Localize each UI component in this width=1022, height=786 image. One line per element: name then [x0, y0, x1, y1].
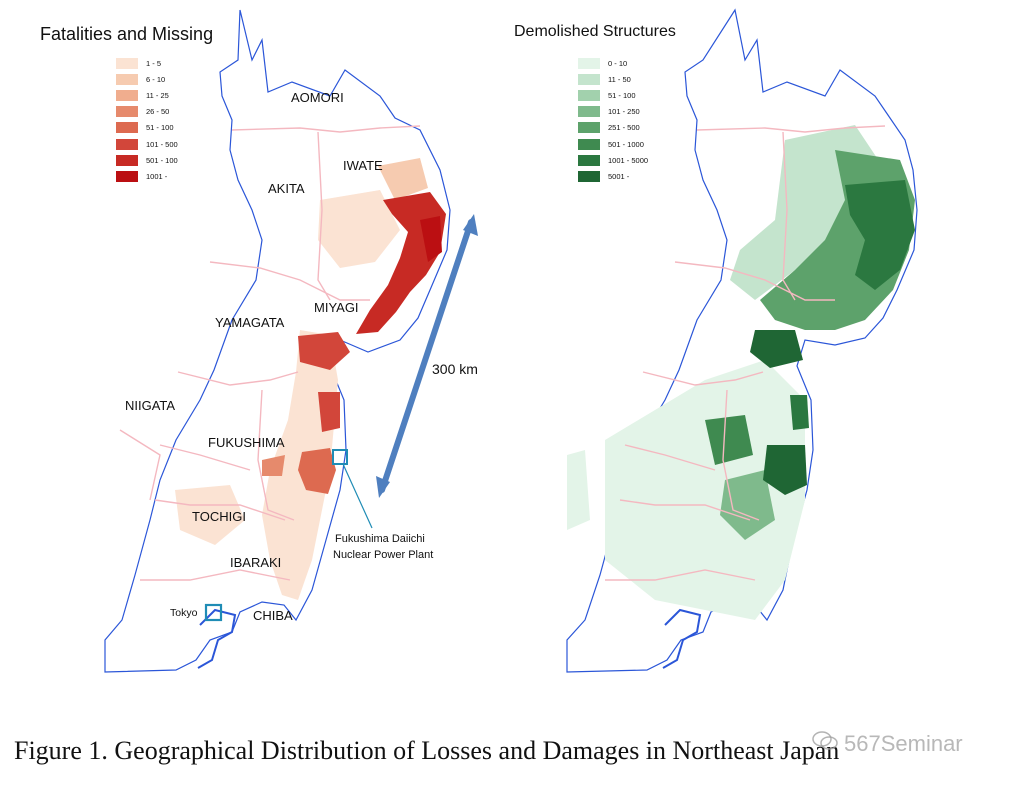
legend-label: 501 - 100 — [146, 155, 178, 165]
legend-swatch — [116, 57, 138, 69]
prefecture-label: NIIGATA — [125, 398, 175, 413]
legend-row: 1 - 5 — [116, 55, 178, 71]
high-damage-zone — [750, 330, 803, 368]
legend-row: 51 - 100 — [116, 120, 178, 136]
demolished-map-canvas — [566, 8, 918, 673]
fatalities-map-title: Fatalities and Missing — [40, 24, 214, 44]
watermark-text: 567Seminar — [844, 731, 963, 756]
watermark: 567Seminar — [812, 730, 963, 758]
legend-row: 101 - 250 — [578, 104, 648, 120]
legend-row: 101 - 500 — [116, 136, 178, 152]
legend-swatch — [578, 122, 600, 134]
legend-row: 501 - 1000 — [578, 136, 648, 152]
legend-label: 51 - 100 — [146, 123, 174, 133]
legend-swatch — [116, 138, 138, 150]
prefecture-boundaries — [605, 125, 886, 581]
legend-swatch — [116, 73, 138, 85]
prefecture-label: YAMAGATA — [215, 315, 285, 330]
legend-label: 5001 - — [608, 171, 630, 181]
legend-swatch — [116, 122, 138, 134]
demolished-map — [505, 0, 1022, 700]
high-impact-zone — [298, 332, 350, 370]
legend-label: 1001 - — [146, 171, 168, 181]
legend-swatch — [116, 89, 138, 101]
legend-label: 11 - 50 — [608, 74, 631, 84]
prefecture-label: AKITA — [268, 181, 305, 196]
plant-leader-line — [342, 463, 373, 529]
legend-row: 1001 - 5000 — [578, 152, 648, 168]
low-impact-zone — [318, 190, 400, 268]
legend-swatch — [578, 106, 600, 118]
legend-label: 1 - 5 — [146, 58, 162, 68]
distance-label: 300 km — [432, 361, 478, 377]
legend-label: 101 - 250 — [608, 107, 640, 117]
figure-caption: Figure 1. Geographical Distribution of L… — [14, 736, 840, 765]
legend-row: 5001 - — [578, 168, 648, 184]
fatalities-map: AOMORI IWATE AKITA MIYAGI YAMAGATA NIIGA… — [0, 0, 500, 700]
prefecture-label: IBARAKI — [230, 555, 281, 570]
legend-row: 0 - 10 — [578, 55, 648, 71]
demolished-map-title: Demolished Structures — [514, 23, 676, 40]
legend-row: 1001 - — [116, 168, 178, 184]
prefecture-label: FUKUSHIMA — [208, 435, 285, 450]
plant-label: Nuclear Power Plant — [333, 549, 433, 561]
legend-swatch — [578, 154, 600, 166]
tokyo-marker — [204, 603, 223, 622]
prefecture-label: MIYAGI — [314, 300, 359, 315]
high-damage-zone — [790, 395, 809, 430]
low-damage-zone — [605, 360, 805, 620]
prefecture-label: AOMORI — [291, 90, 344, 105]
low-impact-zone — [378, 158, 428, 200]
low-impact-zone — [175, 485, 245, 545]
prefecture-boundaries — [119, 125, 421, 581]
legend-row: 51 - 100 — [578, 87, 648, 103]
high-impact-zone — [298, 448, 336, 494]
legend-swatch — [116, 170, 138, 182]
legend-label: 501 - 1000 — [608, 139, 644, 149]
legend-swatch — [116, 106, 138, 118]
legend-row: 11 - 50 — [578, 71, 648, 87]
legend-label: 101 - 500 — [146, 139, 178, 149]
legend-swatch — [578, 57, 600, 69]
low-damage-zone — [567, 450, 590, 530]
fatalities-map-canvas: AOMORI IWATE AKITA MIYAGI YAMAGATA NIIGA… — [104, 9, 478, 673]
legend-label: 26 - 50 — [146, 107, 170, 117]
distance-arrow — [376, 214, 478, 498]
legend-swatch — [116, 154, 138, 166]
prefecture-label: IWATE — [343, 158, 383, 173]
legend-row: 11 - 25 — [116, 87, 178, 103]
chat-bubble-icon — [812, 730, 838, 758]
plant-label: Fukushima Daiichi — [335, 533, 425, 545]
legend-label: 0 - 10 — [608, 58, 628, 68]
tokyo-label: Tokyo — [170, 607, 198, 619]
legend-row: 501 - 100 — [116, 152, 178, 168]
legend-swatch — [578, 73, 600, 85]
legend-label: 51 - 100 — [608, 90, 636, 100]
high-damage-zone — [763, 445, 807, 495]
high-impact-zone — [420, 216, 442, 262]
legend-label: 1001 - 5000 — [608, 155, 649, 165]
tokyo-bay — [662, 608, 702, 669]
mid-damage-zone — [720, 470, 775, 540]
tokyo-bay — [197, 608, 237, 669]
legend-label: 6 - 10 — [146, 74, 166, 84]
legend-label: 251 - 500 — [608, 123, 640, 133]
prefecture-label: TOCHIGI — [192, 509, 246, 524]
demolished-legend: 0 - 10 11 - 50 51 - 100 101 - 250 251 - 500 5… — [578, 55, 648, 185]
fatalities-legend: 1 - 5 6 - 10 11 - 25 26 - 50 51 - 100 101 - 5… — [116, 55, 178, 185]
legend-row: 6 - 10 — [116, 71, 178, 87]
mid-damage-zone — [705, 415, 753, 465]
high-damage-zone — [845, 180, 915, 290]
legend-swatch — [578, 170, 600, 182]
legend-swatch — [578, 89, 600, 101]
low-impact-zone — [262, 455, 285, 476]
prefecture-label: CHIBA — [253, 608, 293, 623]
legend-row: 251 - 500 — [578, 120, 648, 136]
fukushima-plant-marker — [332, 449, 348, 465]
high-impact-zone — [318, 392, 340, 432]
legend-swatch — [578, 138, 600, 150]
legend-label: 11 - 25 — [146, 90, 169, 100]
legend-row: 26 - 50 — [116, 104, 178, 120]
